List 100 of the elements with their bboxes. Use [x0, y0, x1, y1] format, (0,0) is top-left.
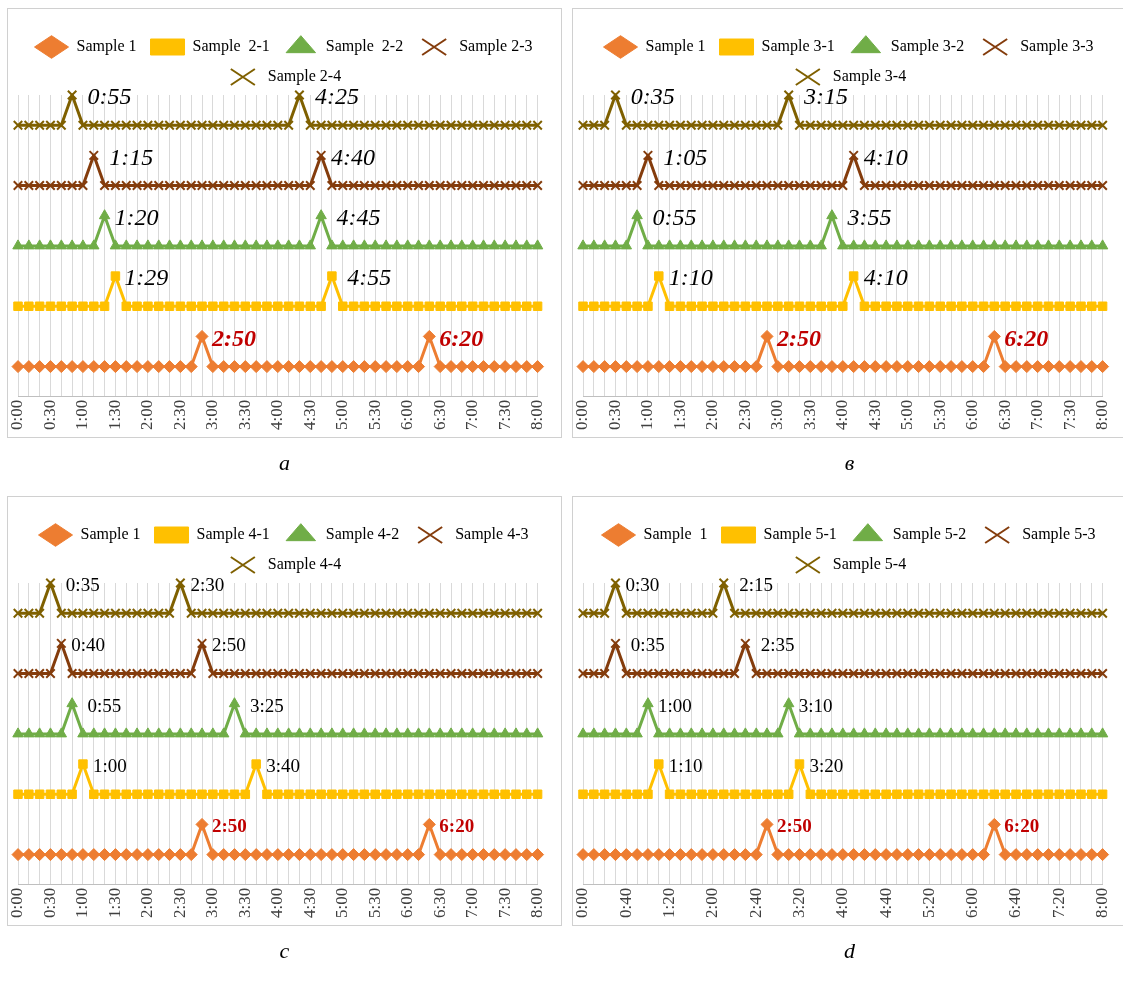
point [13, 789, 23, 799]
point [598, 848, 612, 862]
point [957, 301, 967, 311]
point [837, 119, 849, 131]
point [283, 180, 294, 191]
point [728, 727, 741, 738]
point [663, 727, 676, 738]
point [185, 119, 197, 131]
point [45, 119, 56, 131]
point [772, 119, 784, 131]
point [1086, 607, 1097, 619]
point [641, 848, 655, 862]
point [922, 360, 936, 374]
point [728, 239, 741, 250]
point [208, 789, 218, 799]
point [1000, 301, 1010, 311]
annotation: 0:40 [71, 634, 106, 656]
point [610, 577, 621, 589]
point [773, 789, 783, 799]
point [686, 180, 697, 191]
point [588, 239, 600, 250]
point [229, 119, 240, 131]
point [55, 239, 68, 250]
point [304, 239, 316, 250]
point [1021, 180, 1033, 191]
point [749, 848, 763, 862]
x-tick-label: 1:20 [659, 887, 679, 919]
point [99, 668, 110, 679]
legend-label: Sample 1 [643, 525, 708, 544]
point [945, 180, 957, 191]
point [706, 360, 720, 374]
point [142, 607, 154, 619]
point [531, 727, 544, 738]
point [119, 360, 133, 374]
point [653, 727, 665, 738]
x-tick-label: 5:30 [929, 399, 949, 431]
annotation: 0:35 [630, 83, 675, 110]
point [578, 789, 588, 799]
point [772, 180, 784, 191]
point [272, 239, 284, 250]
point [686, 301, 697, 311]
point [173, 848, 187, 862]
point [152, 360, 166, 374]
point [197, 789, 207, 799]
point [434, 727, 446, 738]
point [33, 360, 47, 374]
point [620, 239, 633, 250]
point [663, 360, 677, 374]
point [467, 119, 478, 131]
point [610, 89, 621, 101]
point [608, 848, 622, 862]
legend-label: Sample 4-2 [325, 525, 400, 544]
legend-label: Sample 1 [645, 37, 706, 56]
point [978, 119, 989, 131]
point [740, 607, 751, 619]
point [380, 668, 392, 679]
x-tick-label: 0:40 [615, 887, 635, 919]
point [956, 180, 968, 191]
point [456, 180, 468, 191]
point [794, 607, 805, 619]
point [33, 727, 46, 738]
point [120, 727, 132, 738]
annotation: 1:00 [657, 694, 692, 716]
point [380, 119, 392, 131]
point [456, 668, 468, 679]
point [696, 180, 708, 191]
x-tick-label: 6:00 [962, 887, 982, 919]
point [121, 668, 132, 679]
point [750, 119, 762, 131]
point [370, 789, 380, 799]
point [890, 848, 904, 862]
point [88, 150, 100, 161]
point [250, 180, 262, 191]
point [782, 848, 796, 862]
point [282, 848, 296, 862]
point [282, 239, 295, 250]
point [251, 759, 261, 769]
point [499, 607, 511, 619]
point [782, 360, 796, 374]
point [697, 789, 707, 799]
point [413, 607, 424, 619]
point [924, 789, 935, 799]
point [272, 607, 284, 619]
point [1085, 360, 1099, 374]
point [56, 119, 67, 131]
annotation: 3:55 [846, 204, 892, 231]
point [292, 848, 306, 862]
point [510, 119, 522, 131]
point [499, 239, 511, 250]
point [1032, 607, 1043, 619]
point [87, 848, 101, 862]
point [357, 848, 371, 862]
point [881, 789, 891, 799]
point [903, 789, 913, 799]
point [250, 239, 262, 250]
point [359, 119, 370, 131]
point [467, 668, 478, 679]
x-tick-label: 3:30 [234, 887, 254, 919]
legend-label: Sample 4-1 [196, 525, 270, 544]
point [456, 607, 468, 619]
